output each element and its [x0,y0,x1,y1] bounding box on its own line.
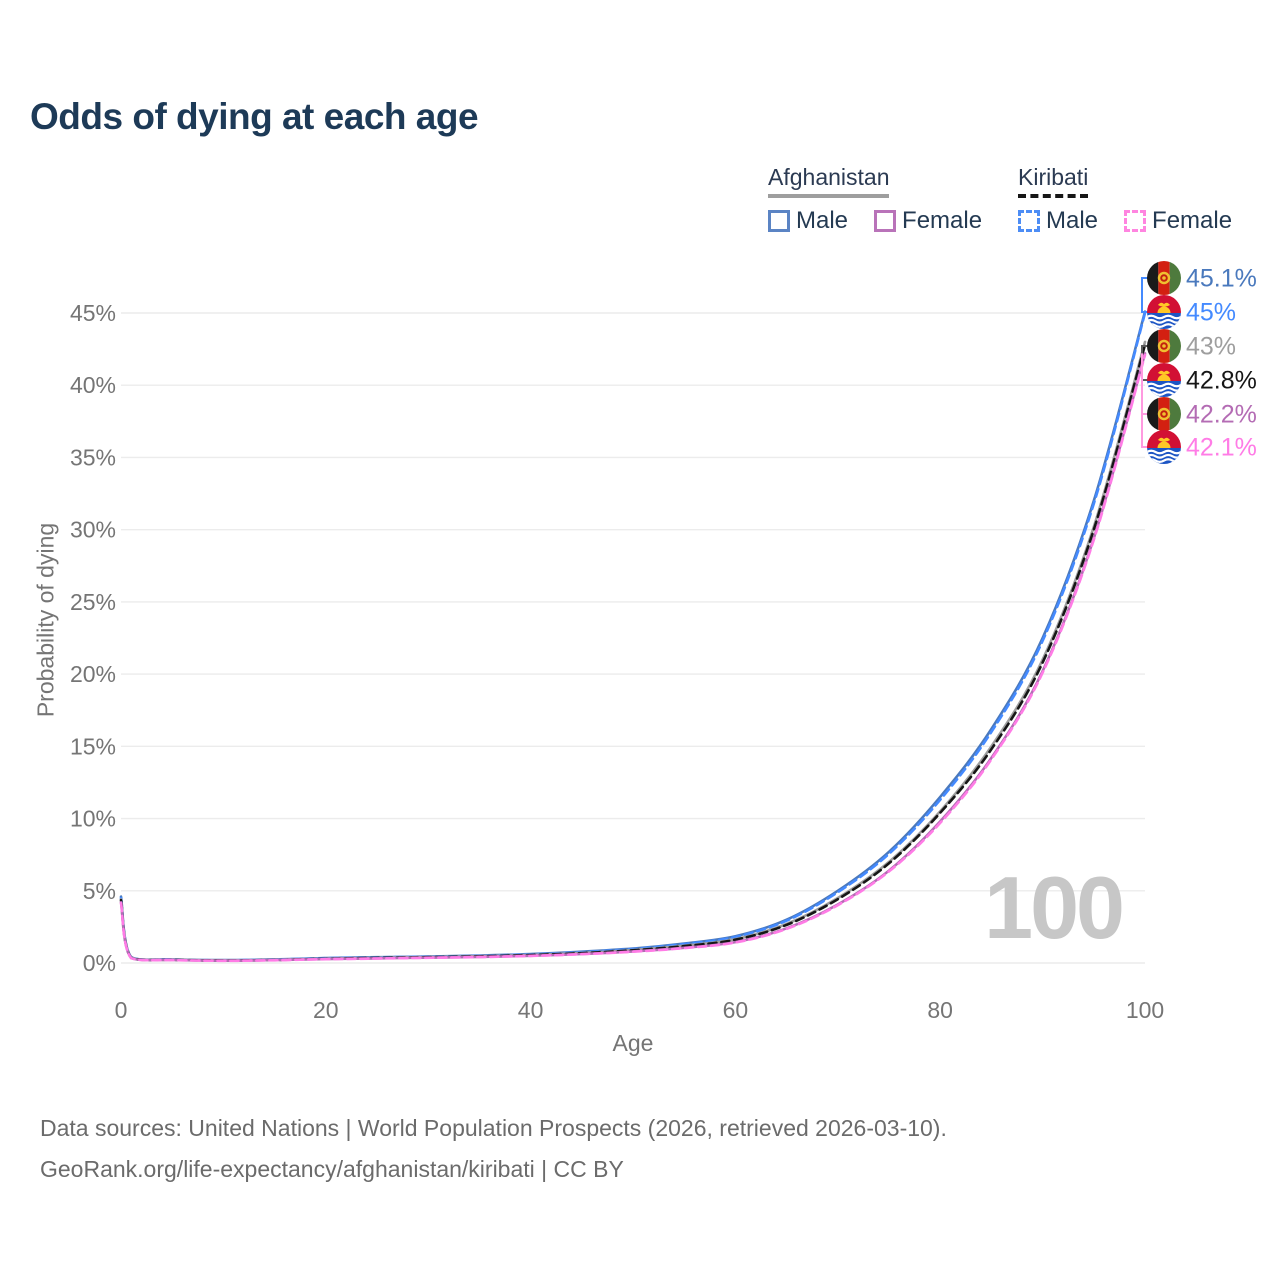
chart-canvas: 0% 5% 10% 15% 20% 25% 30% 35% 40% 45% 0 20 40 60 80 100… [70,261,1257,1023]
legend-country-afghanistan[interactable]: Afghanistan [768,164,890,199]
legend-item-afghanistan-male[interactable]: Male [768,207,848,235]
kiribati-flag-icon [1147,363,1181,397]
afghanistan-flag-icon [1147,261,1181,295]
x-tick-label: 20 [313,997,339,1023]
legend-item-label: Female [1152,207,1233,235]
y-tick-label: 0% [83,950,116,976]
y-axis-title: Probability of dying [32,522,59,718]
legend-country-kiribati[interactable]: Kiribati [1018,164,1089,199]
afghanistan-flag-icon [1147,397,1181,431]
end-value-label: 43% [1186,333,1236,361]
data-sources-text: Data sources: United Nations | World Pop… [40,1115,947,1141]
line-kiribati-female[interactable] [119,353,1147,963]
legend-group-afghanistan: Afghanistan Male Female [768,164,982,235]
legend-item-label: Male [1046,207,1099,235]
end-value-label: 42.2% [1186,401,1257,429]
y-tick-label: 40% [70,372,116,398]
end-value-label: 45% [1186,299,1236,327]
legend-item-afghanistan-female[interactable]: Female [874,207,982,235]
afghanistan-male-swatch-icon [768,210,790,233]
leader-line [1141,353,1152,448]
y-tick-label: 20% [70,661,116,687]
x-tick-label: 60 [723,997,749,1023]
kiribati-flag-icon [1147,430,1181,464]
x-axis-title: Age [612,1030,654,1056]
x-tick-label: 100 [1126,997,1164,1023]
kiribati-flag-icon [1147,295,1181,329]
afghanistan-flag-icon [1147,329,1181,363]
x-tick-label: 0 [115,997,128,1023]
y-tick-label: 15% [70,733,116,759]
end-value-label: 45.1% [1186,265,1257,293]
legend-item-label: Female [902,207,983,235]
x-tick-label: 80 [927,997,953,1023]
end-value-label: 42.8% [1186,367,1257,395]
end-value-label: 42.1% [1186,434,1257,462]
y-tick-label: 35% [70,444,116,470]
page-title: Odds of dying at each age [30,96,479,137]
kiribati-male-swatch-icon [1018,210,1040,233]
legend-item-kiribati-male[interactable]: Male [1018,207,1098,235]
y-tick-label: 5% [83,878,116,904]
footer: Data sources: United Nations | World Pop… [40,1108,947,1190]
y-tick-label: 25% [70,589,116,615]
attribution-text: GeoRank.org/life-expectancy/afghanistan/… [40,1156,624,1182]
legend-item-label: Male [796,207,849,235]
legend-item-kiribati-female[interactable]: Female [1124,207,1232,235]
age-watermark: 100 [984,858,1125,957]
x-tick-label: 40 [518,997,544,1023]
y-tick-label: 30% [70,517,116,543]
kiribati-female-swatch-icon [1124,210,1147,233]
legend-group-kiribati: Kiribati Male Female [1018,164,1232,235]
y-tick-label: 45% [70,300,116,326]
y-tick-label: 10% [70,806,116,832]
legend: Afghanistan Male Female Kiribati Male [0,0,1280,250]
afghanistan-female-swatch-icon [874,210,897,233]
